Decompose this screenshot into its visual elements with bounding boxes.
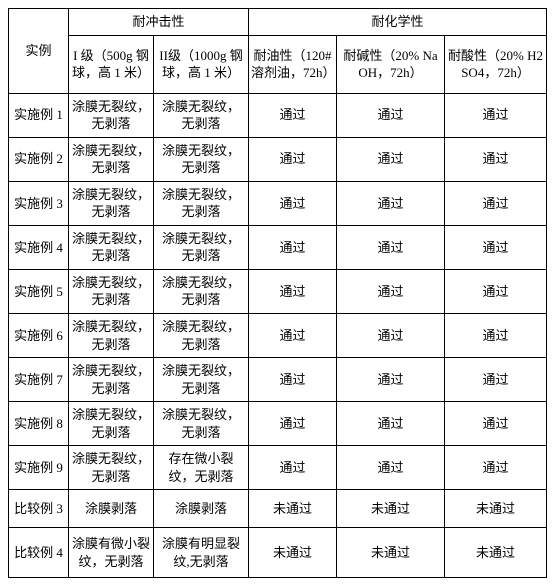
cell-c1: 通过 [249,93,337,137]
cell-c2: 未通过 [337,528,445,578]
cell-c3: 通过 [445,225,547,269]
cell-c1: 通过 [249,181,337,225]
table-row: 实施例 3涂膜无裂纹，无剥落涂膜无裂纹，无剥落通过通过通过 [9,181,547,225]
cell-c1: 通过 [249,446,337,490]
cell-c2: 通过 [337,358,445,402]
cell-i2: 涂膜无裂纹，无剥落 [154,93,249,137]
cell-c2: 通过 [337,225,445,269]
cell-i2: 涂膜有明显裂纹,无剥落 [154,528,249,578]
row-label-header: 实例 [9,9,69,94]
cell-c2: 未通过 [337,490,445,528]
cell-c1: 通过 [249,225,337,269]
cell-label: 比较例 3 [9,490,69,528]
cell-label: 比较例 4 [9,528,69,578]
cell-c2: 通过 [337,402,445,446]
table-body: 实例 耐冲击性 耐化学性 I 级（500g 钢球，高 1 米） II级（1000… [9,9,547,94]
data-rows: 实施例 1涂膜无裂纹，无剥落涂膜无裂纹，无剥落通过通过通过实施例 2涂膜无裂纹，… [9,93,547,578]
cell-i2: 涂膜剥落 [154,490,249,528]
cell-label: 实施例 5 [9,269,69,313]
chem-oil-header: 耐油性（120#溶剂油，72h） [249,35,337,93]
cell-c3: 未通过 [445,490,547,528]
cell-i1: 涂膜无裂纹，无剥落 [69,137,154,181]
cell-c1: 通过 [249,269,337,313]
cell-c1: 通过 [249,358,337,402]
cell-i1: 涂膜无裂纹，无剥落 [69,314,154,358]
cell-c2: 通过 [337,269,445,313]
cell-i1: 涂膜无裂纹，无剥落 [69,269,154,313]
cell-label: 实施例 6 [9,314,69,358]
cell-c1: 未通过 [249,490,337,528]
table-row: 实施例 1涂膜无裂纹，无剥落涂膜无裂纹，无剥落通过通过通过 [9,93,547,137]
header-row-2: I 级（500g 钢球，高 1 米） II级（1000g 钢球，高 1 米） 耐… [9,35,547,93]
cell-i2: 涂膜无裂纹，无剥落 [154,269,249,313]
cell-c1: 通过 [249,137,337,181]
cell-i1: 涂膜剥落 [69,490,154,528]
cell-i2: 存在微小裂纹，无剥落 [154,446,249,490]
cell-label: 实施例 2 [9,137,69,181]
cell-i2: 涂膜无裂纹，无剥落 [154,181,249,225]
cell-i2: 涂膜无裂纹，无剥落 [154,137,249,181]
header-row-1: 实例 耐冲击性 耐化学性 [9,9,547,36]
cell-label: 实施例 4 [9,225,69,269]
impact-group-header: 耐冲击性 [69,9,249,36]
cell-c2: 通过 [337,93,445,137]
table-row: 实施例 8涂膜无裂纹，无剥落涂膜无裂纹，无剥落通过通过通过 [9,402,547,446]
cell-c1: 通过 [249,314,337,358]
table-row: 实施例 2涂膜无裂纹，无剥落涂膜无裂纹，无剥落通过通过通过 [9,137,547,181]
cell-i1: 涂膜无裂纹，无剥落 [69,225,154,269]
cell-label: 实施例 7 [9,358,69,402]
cell-i2: 涂膜无裂纹，无剥落 [154,358,249,402]
cell-c1: 未通过 [249,528,337,578]
cell-i1: 涂膜无裂纹，无剥落 [69,93,154,137]
cell-i1: 涂膜无裂纹，无剥落 [69,358,154,402]
cell-label: 实施例 1 [9,93,69,137]
cell-i1: 涂膜无裂纹，无剥落 [69,181,154,225]
cell-i2: 涂膜无裂纹，无剥落 [154,402,249,446]
cell-c2: 通过 [337,314,445,358]
chem-group-header: 耐化学性 [249,9,547,36]
cell-c3: 未通过 [445,528,547,578]
cell-i1: 涂膜有微小裂纹，无剥落 [69,528,154,578]
cell-c3: 通过 [445,181,547,225]
cell-c1: 通过 [249,402,337,446]
table-row: 实施例 6涂膜无裂纹，无剥落涂膜无裂纹，无剥落通过通过通过 [9,314,547,358]
cell-c2: 通过 [337,181,445,225]
cell-i1: 涂膜无裂纹，无剥落 [69,402,154,446]
cell-c3: 通过 [445,269,547,313]
cell-i1: 涂膜无裂纹，无剥落 [69,446,154,490]
cell-i2: 涂膜无裂纹，无剥落 [154,225,249,269]
cell-c3: 通过 [445,93,547,137]
chem-alk-header: 耐碱性（20% NaOH，72h） [337,35,445,93]
cell-c3: 通过 [445,446,547,490]
cell-c3: 通过 [445,137,547,181]
table-row: 比较例 3涂膜剥落涂膜剥落未通过未通过未通过 [9,490,547,528]
chem-acid-header: 耐酸性（20% H2SO4，72h） [445,35,547,93]
cell-c3: 通过 [445,402,547,446]
cell-c3: 通过 [445,358,547,402]
cell-label: 实施例 8 [9,402,69,446]
table-row: 实施例 7涂膜无裂纹，无剥落涂膜无裂纹，无剥落通过通过通过 [9,358,547,402]
table-row: 比较例 4涂膜有微小裂纹，无剥落涂膜有明显裂纹,无剥落未通过未通过未通过 [9,528,547,578]
table-row: 实施例 9涂膜无裂纹，无剥落存在微小裂纹，无剥落通过通过通过 [9,446,547,490]
cell-c2: 通过 [337,446,445,490]
cell-label: 实施例 3 [9,181,69,225]
impact-l2-header: II级（1000g 钢球，高 1 米） [154,35,249,93]
cell-c3: 通过 [445,314,547,358]
cell-c2: 通过 [337,137,445,181]
table-row: 实施例 5涂膜无裂纹，无剥落涂膜无裂纹，无剥落通过通过通过 [9,269,547,313]
cell-i2: 涂膜无裂纹，无剥落 [154,314,249,358]
impact-l1-header: I 级（500g 钢球，高 1 米） [69,35,154,93]
cell-label: 实施例 9 [9,446,69,490]
table-row: 实施例 4涂膜无裂纹，无剥落涂膜无裂纹，无剥落通过通过通过 [9,225,547,269]
test-results-table: 实例 耐冲击性 耐化学性 I 级（500g 钢球，高 1 米） II级（1000… [8,8,547,578]
